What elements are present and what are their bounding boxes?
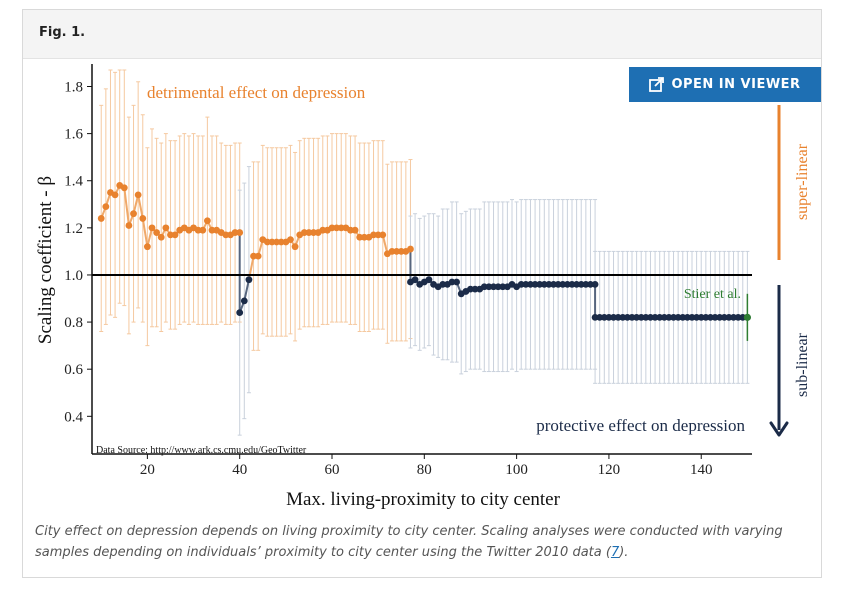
series-segment	[247, 255, 255, 280]
down-arrow-icon	[769, 421, 789, 437]
super-linear-point	[351, 226, 359, 234]
sub-linear-point	[240, 297, 248, 305]
super-linear-point	[203, 217, 211, 225]
y-tick-label: 1.4	[64, 174, 83, 190]
y-tick-label: 1.8	[64, 79, 83, 95]
sub-linear-label: sub-linear	[794, 332, 811, 397]
x-tick-label: 100	[505, 462, 528, 478]
x-tick-label: 20	[140, 462, 155, 478]
annotation-detrimental: detrimental effect on depression	[147, 83, 366, 102]
super-linear-point	[139, 215, 147, 222]
stier-point	[743, 313, 751, 321]
open-in-viewer-button[interactable]: OPEN IN VIEWER	[629, 67, 821, 102]
super-linear-point	[171, 231, 179, 239]
y-tick-label: 1.0	[64, 268, 83, 284]
annotation-stier: Stier et al.	[684, 287, 741, 302]
data-points	[97, 182, 751, 341]
x-tick-label: 120	[598, 462, 621, 478]
external-link-icon	[649, 77, 665, 92]
y-tick-label: 0.8	[64, 315, 83, 331]
super-linear-point	[97, 215, 105, 222]
figure-caption: City effect on depression depends on liv…	[35, 521, 815, 563]
error-bars	[99, 69, 750, 436]
y-tick-label: 0.4	[64, 409, 83, 425]
super-linear-point	[143, 243, 151, 251]
super-linear-point	[236, 229, 244, 236]
figure-label: Fig. 1.	[39, 25, 86, 40]
sub-linear-point	[425, 276, 433, 284]
series-segment	[123, 187, 130, 226]
sub-linear-point	[411, 276, 419, 284]
super-linear-point	[157, 233, 165, 241]
super-linear-point	[407, 245, 414, 253]
super-linear-point	[120, 184, 128, 192]
annotation-protective: protective effect on depression	[536, 416, 745, 435]
y-tick-label: 0.6	[64, 362, 83, 378]
super-linear-point	[130, 210, 137, 218]
x-tick-label: 80	[417, 462, 432, 478]
super-linear-point	[125, 222, 133, 229]
series-segment	[137, 194, 144, 219]
super-linear-point	[291, 243, 299, 251]
x-tick-label: 140	[690, 462, 713, 478]
super-linear-point	[102, 203, 110, 211]
super-linear-point	[134, 191, 142, 199]
sub-linear-point	[236, 309, 244, 317]
super-linear-point	[287, 236, 294, 244]
y-tick-label: 1.2	[64, 221, 83, 237]
super-linear-point	[199, 226, 207, 234]
figure-card: Fig. 1. 20 40 60 80 100 120 140 0.4 0.6 0.8 1.0 1.2…	[22, 9, 822, 578]
figure-header: Fig. 1.	[23, 10, 821, 59]
series-segment	[243, 279, 250, 302]
super-linear-point	[111, 191, 119, 199]
y-tick-label: 1.6	[64, 127, 83, 143]
caption-end: ).	[619, 545, 629, 560]
caption-reference-link[interactable]: 7	[610, 545, 620, 560]
x-axis-label: Max. living-proximity to city center	[286, 489, 561, 510]
figure-chart: 20 40 60 80 100 120 140 0.4 0.6 0.8 1.0 1.2 1.4 1.6 1.…	[35, 64, 811, 510]
tick-labels: 20 40 60 80 100 120 140 0.4 0.6 0.8 1.0 1.2 1.4 1.6 1.…	[64, 79, 712, 478]
super-linear-point	[162, 224, 170, 232]
sub-linear-point	[591, 280, 599, 288]
axes	[87, 64, 752, 459]
super-linear-label: super-linear	[794, 143, 811, 220]
super-linear-point	[153, 229, 161, 236]
x-tick-label: 40	[232, 462, 247, 478]
y-axis-label: Scaling coefficient - β	[35, 176, 56, 344]
caption-text: City effect on depression depends on liv…	[35, 524, 783, 560]
data-source: Data Source: http://www.ark.cs.cmu.edu/G…	[96, 445, 307, 456]
super-linear-point	[254, 252, 262, 260]
sub-linear-point	[453, 278, 461, 286]
series-segment	[141, 218, 149, 247]
x-tick-label: 60	[325, 462, 340, 478]
super-linear-point	[148, 224, 156, 232]
super-linear-point	[379, 231, 387, 239]
open-in-viewer-label: OPEN IN VIEWER	[671, 77, 801, 92]
sub-linear-point	[245, 276, 253, 284]
